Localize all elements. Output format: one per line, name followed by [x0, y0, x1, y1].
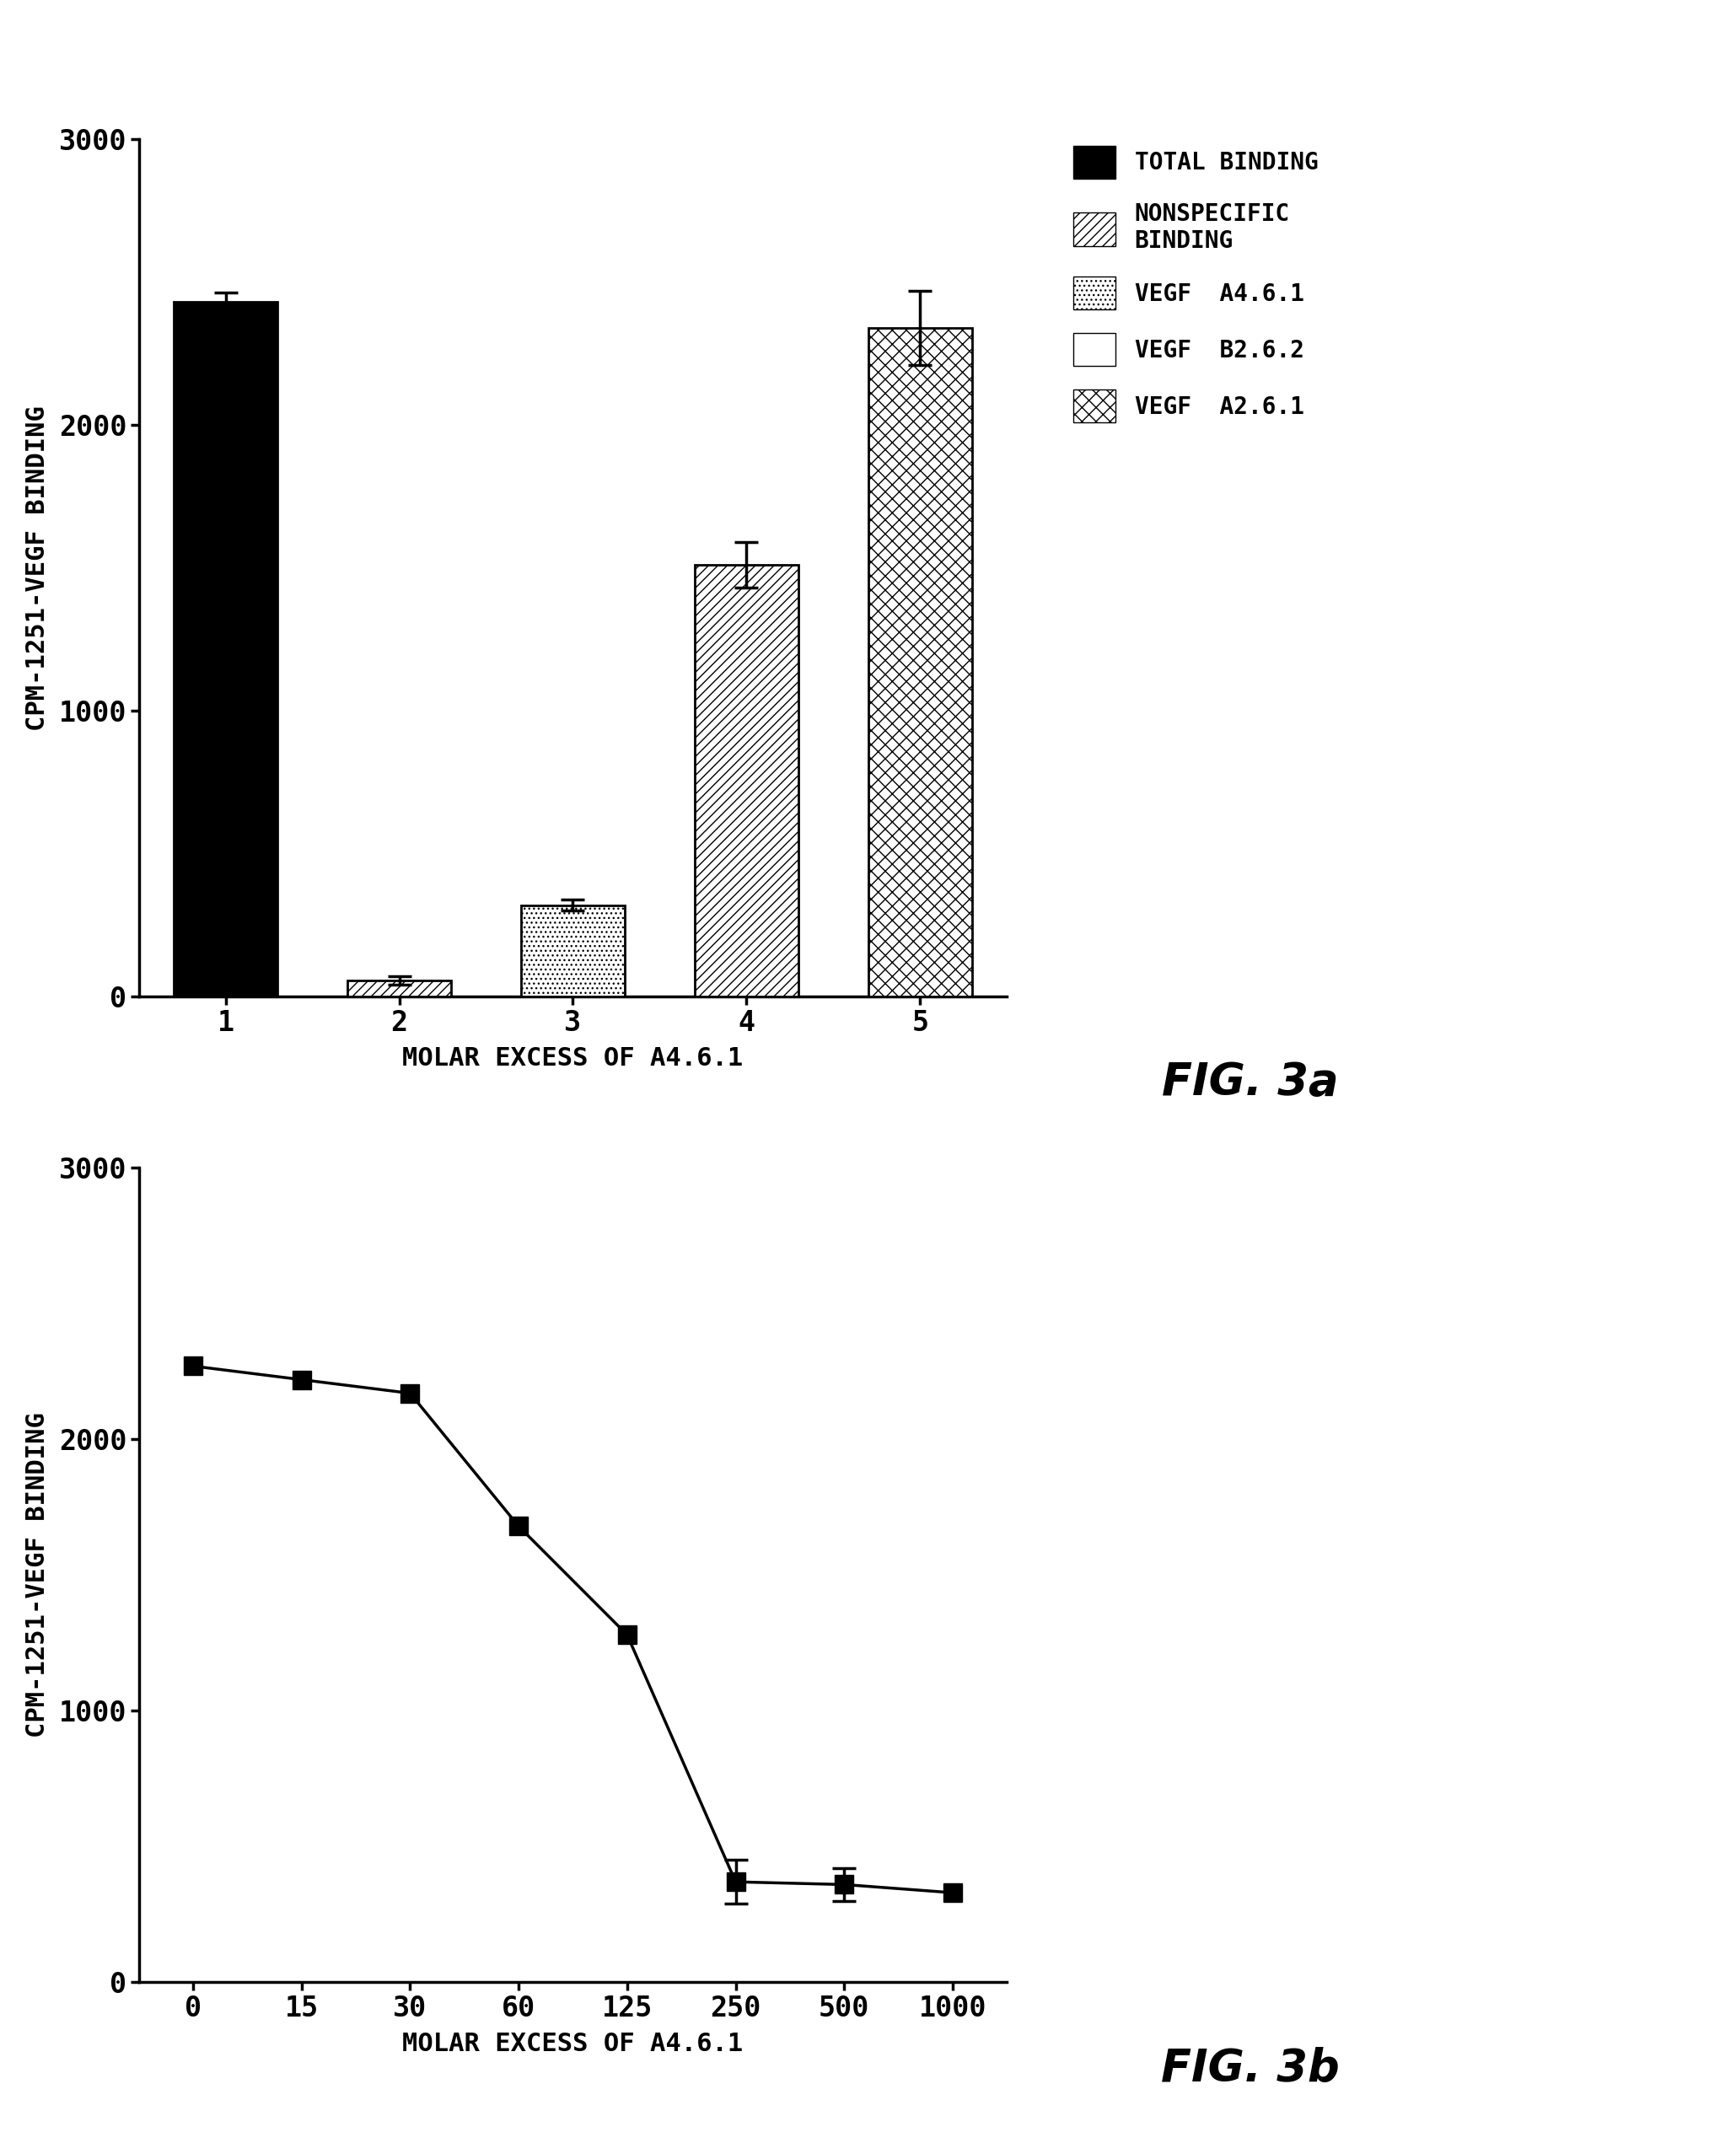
Y-axis label: CPM-1251-VEGF BINDING: CPM-1251-VEGF BINDING	[24, 1412, 49, 1738]
Bar	[868, 328, 972, 996]
Bar	[521, 904, 625, 996]
X-axis label: MOLAR EXCESS OF A4.6.1: MOLAR EXCESS OF A4.6.1	[403, 2032, 743, 2055]
Bar	[694, 566, 799, 996]
Legend: TOTAL BINDING, NONSPECIFIC
BINDING, VEGF  A4.6.1, VEGF  B2.6.2, VEGF  A2.6.1: TOTAL BINDING, NONSPECIFIC BINDING, VEGF…	[1062, 133, 1330, 435]
X-axis label: MOLAR EXCESS OF A4.6.1: MOLAR EXCESS OF A4.6.1	[403, 1046, 743, 1069]
Text: FIG. 3a: FIG. 3a	[1161, 1061, 1338, 1104]
Bar	[347, 981, 451, 996]
Bar	[174, 302, 278, 996]
Text: FIG. 3b: FIG. 3b	[1161, 2047, 1338, 2089]
Y-axis label: CPM-1251-VEGF BINDING: CPM-1251-VEGF BINDING	[24, 405, 49, 731]
